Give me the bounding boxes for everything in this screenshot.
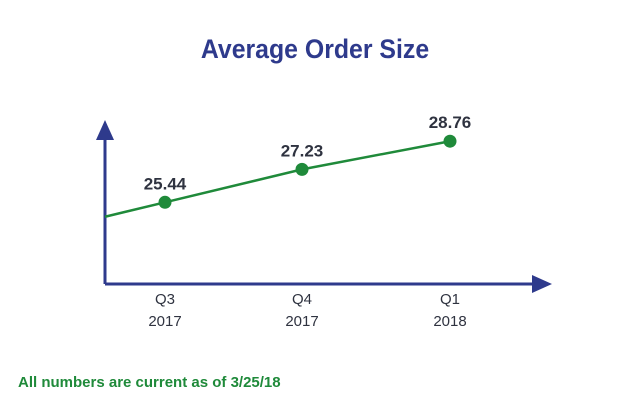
series-line-layer bbox=[104, 139, 451, 218]
data-labels-layer: 25.44 27.23 28.76 bbox=[144, 113, 472, 193]
series-line bbox=[104, 139, 451, 218]
data-point bbox=[443, 134, 457, 148]
x-tick-label: Q3 2017 bbox=[148, 291, 181, 330]
chart-axes bbox=[96, 120, 552, 293]
x-tick-label: Q1 2018 bbox=[433, 291, 466, 330]
chart-title: Average Order Size bbox=[200, 34, 430, 64]
x-axis-arrow-icon bbox=[532, 275, 552, 293]
data-label: 27.23 bbox=[281, 141, 324, 160]
data-point bbox=[158, 195, 172, 209]
x-tick-label: Q4 2017 bbox=[285, 291, 318, 330]
data-label: 25.44 bbox=[144, 174, 187, 193]
footnote: All numbers are current as of 3/25/18 bbox=[18, 374, 281, 391]
data-point bbox=[295, 162, 309, 176]
y-axis-arrow-icon bbox=[96, 120, 114, 140]
x-tick-labels-layer: Q3 2017 Q4 2017 Q1 2018 bbox=[148, 291, 466, 330]
data-label: 28.76 bbox=[429, 113, 472, 132]
data-points-layer bbox=[158, 134, 457, 209]
